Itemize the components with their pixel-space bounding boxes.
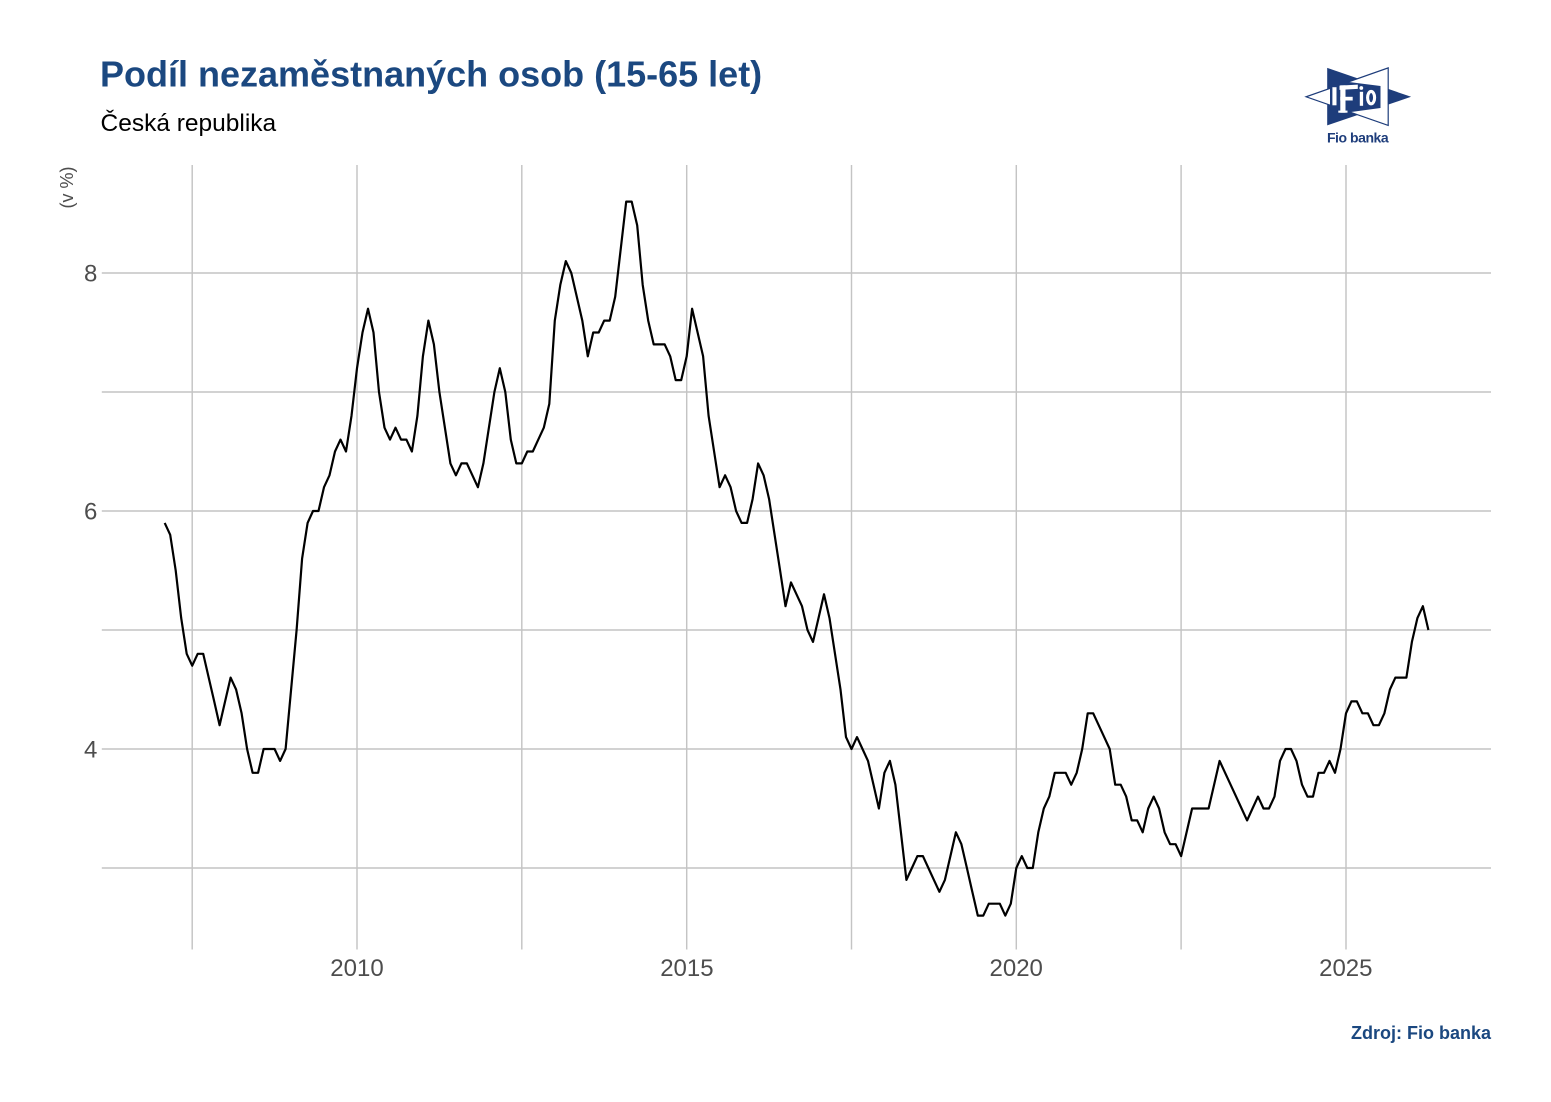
svg-text:(v %): (v %) <box>57 167 77 209</box>
svg-text:8: 8 <box>84 261 97 288</box>
svg-text:2010: 2010 <box>330 955 383 982</box>
svg-text:2015: 2015 <box>660 955 713 982</box>
svg-text:2025: 2025 <box>1319 955 1372 982</box>
svg-text:Zdroj: Fio banka: Zdroj: Fio banka <box>1351 1023 1492 1043</box>
svg-text:2020: 2020 <box>990 955 1043 982</box>
svg-text:4: 4 <box>84 737 97 764</box>
svg-text:Česká republika: Česká republika <box>101 109 277 137</box>
svg-text:Fio banka: Fio banka <box>1327 130 1389 146</box>
svg-text:6: 6 <box>84 499 97 526</box>
svg-text:Podíl nezaměstnaných osob (15-: Podíl nezaměstnaných osob (15-65 let) <box>100 54 762 95</box>
